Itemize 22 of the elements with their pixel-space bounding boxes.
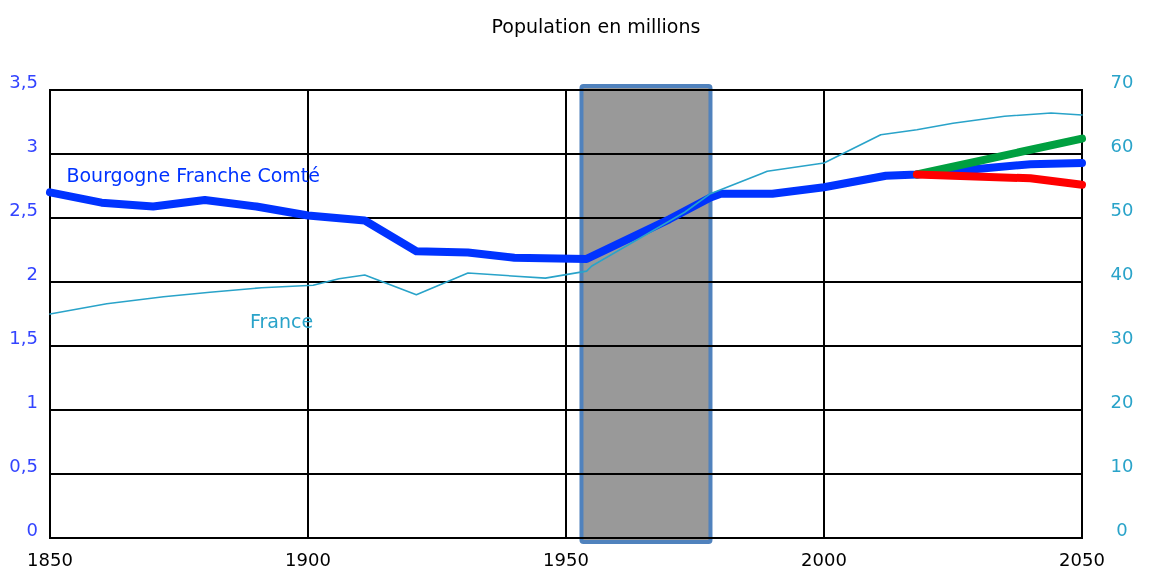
y-tick-label: 1,5 (9, 327, 38, 348)
y2-tick-label: 70 (1110, 71, 1134, 92)
x-tick-label: 1900 (285, 549, 331, 570)
x-tick-label: 1950 (543, 549, 589, 570)
y-tick-label: 1 (26, 391, 38, 412)
y2-tick-label: 10 (1110, 455, 1134, 476)
y-tick-label: 3,5 (9, 71, 38, 92)
y2-tick-label: 60 (1110, 135, 1134, 156)
y-tick-label: 2 (26, 263, 38, 284)
y2-tick-label: 50 (1110, 199, 1134, 220)
chart-title: Population en millions (491, 15, 701, 37)
y2-tick-label: 20 (1110, 391, 1134, 412)
y2-tick-label: 40 (1110, 263, 1134, 284)
y-tick-label: 3 (26, 135, 38, 156)
y2-tick-label: 30 (1110, 327, 1134, 348)
y-tick-label: 2,5 (9, 199, 38, 220)
x-tick-label: 2050 (1059, 549, 1105, 570)
x-tick-label: 1850 (27, 549, 73, 570)
x-tick-label: 2000 (801, 549, 847, 570)
y2-tick-label: 0 (1116, 519, 1128, 540)
y-tick-label: 0 (26, 519, 38, 540)
y-tick-label: 0,5 (9, 455, 38, 476)
